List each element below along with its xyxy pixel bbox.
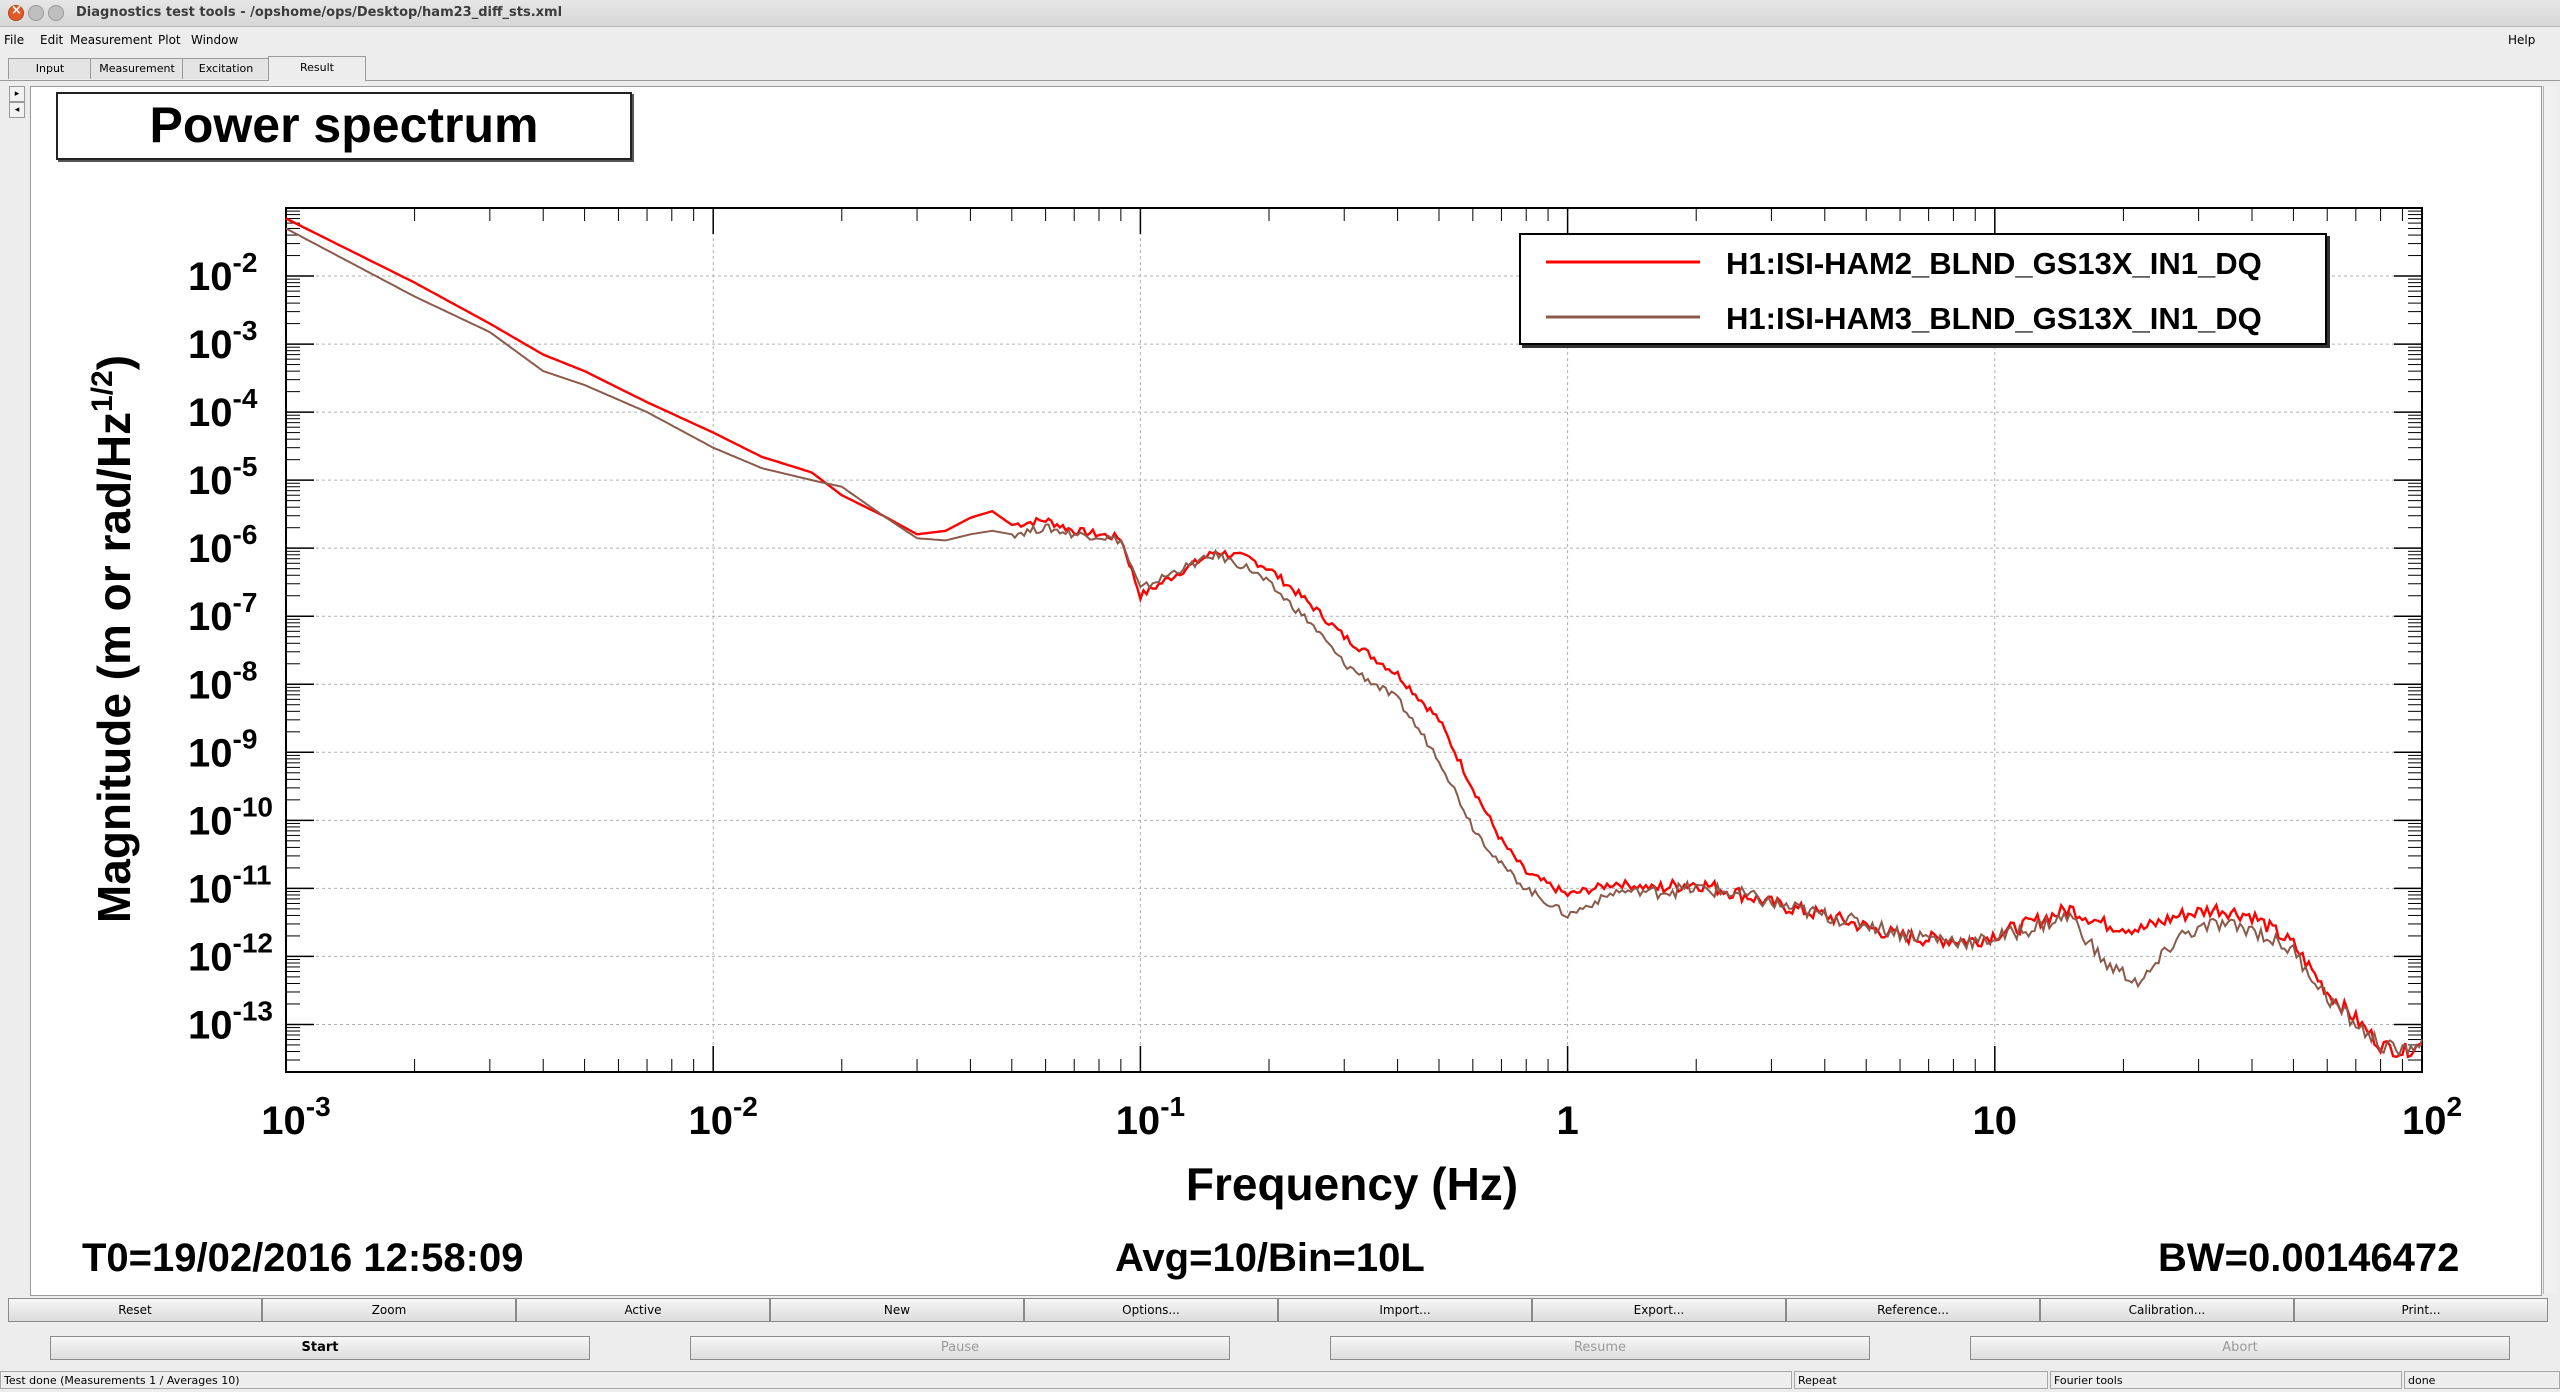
x-tick-labels: 10-3 10-2 10-1 1 10 102	[261, 1091, 2462, 1143]
status-bar: Test done (Measurements 1 / Averages 10)…	[0, 1370, 2560, 1392]
reference-button[interactable]: Reference...	[1786, 1298, 2040, 1322]
scroll-left-icon[interactable]: ◂	[9, 102, 25, 118]
x-tick-label: 10-2	[688, 1091, 757, 1143]
plot-title: Power spectrum	[56, 92, 632, 160]
close-window-button[interactable]	[8, 3, 24, 21]
print-button[interactable]: Print...	[2294, 1298, 2548, 1322]
series-line	[285, 217, 2423, 1059]
x-tick-label: 1	[1556, 1099, 1578, 1143]
menu-edit[interactable]: Edit	[40, 33, 64, 47]
status-repeat: Repeat	[1794, 1371, 2048, 1389]
x-tick-label: 102	[2402, 1091, 2462, 1143]
chart-series	[285, 217, 2423, 1059]
y-tick-label: 10-5	[188, 451, 257, 503]
bw-label: BW=0.00146472	[2158, 1236, 2460, 1280]
y-axis-label: Magnitude (m or rad/Hz1/2)	[86, 355, 140, 923]
vertical-scrollbar[interactable]	[2543, 86, 2558, 1294]
status-state: done	[2404, 1371, 2560, 1389]
y-tick-label: 10-11	[188, 859, 271, 911]
y-tick-label: 10-9	[188, 723, 257, 775]
new-button[interactable]: New	[770, 1298, 1024, 1322]
tab-result[interactable]: Result	[268, 56, 366, 81]
avg-label: Avg=10/Bin=10L	[1115, 1236, 1425, 1280]
plot-frame	[285, 207, 2423, 1073]
menu-plot[interactable]: Plot	[158, 33, 181, 47]
tab-bar: Input Measurement Excitation Result	[0, 54, 2560, 81]
x-tick-label: 10-3	[261, 1091, 330, 1143]
resume-button[interactable]: Resume	[1330, 1336, 1870, 1360]
start-button[interactable]: Start	[50, 1336, 590, 1360]
active-button[interactable]: Active	[516, 1298, 770, 1322]
action-button-row: Reset Zoom Active New Options... Import.…	[8, 1298, 2550, 1322]
chart-legend: H1:ISI-HAM2_BLND_GS13X_IN1_DQ H1:ISI-HAM3…	[1519, 233, 2327, 345]
options-button[interactable]: Options...	[1024, 1298, 1278, 1322]
menu-window[interactable]: Window	[191, 33, 239, 47]
x-tick-label: 10	[1973, 1099, 2018, 1143]
minimize-window-button[interactable]	[28, 5, 44, 21]
status-tool: Fourier tools	[2050, 1371, 2402, 1389]
legend-label: H1:ISI-HAM2_BLND_GS13X_IN1_DQ	[1726, 246, 2262, 281]
y-tick-label: 10-13	[188, 995, 273, 1047]
chart-grid	[286, 208, 2422, 1072]
menu-help[interactable]: Help	[2508, 33, 2536, 47]
legend-label: H1:ISI-HAM3_BLND_GS13X_IN1_DQ	[1726, 301, 2262, 336]
export-button[interactable]: Export...	[1532, 1298, 1786, 1322]
menu-file[interactable]: File	[4, 33, 25, 47]
x-tick-label: 10-1	[1116, 1091, 1185, 1143]
y-tick-label: 10-7	[188, 587, 257, 639]
calibration-button[interactable]: Calibration...	[2040, 1298, 2294, 1322]
zoom-button[interactable]: Zoom	[262, 1298, 516, 1322]
y-tick-labels: 10-2 10-3 10-4 10-5 10-6 10-7 10-8 10-9 10-10 10-…	[188, 247, 273, 1047]
y-tick-label: 10-4	[188, 383, 258, 435]
menu-bar: File Edit Measurement Plot Window Help	[0, 27, 2560, 53]
y-tick-label: 10-3	[188, 315, 257, 367]
menu-measurement[interactable]: Measurement	[70, 33, 153, 47]
import-button[interactable]: Import...	[1278, 1298, 1532, 1322]
x-axis-label: Frequency (Hz)	[1186, 1158, 1518, 1210]
y-tick-label: 10-6	[188, 519, 257, 571]
y-tick-label: 10-10	[188, 791, 273, 843]
run-control-row: Start Pause Resume Abort	[0, 1336, 2560, 1364]
series-line	[285, 227, 2423, 1058]
tab-input[interactable]: Input	[8, 58, 92, 79]
chart-ticks	[285, 208, 2423, 1073]
scroll-right-icon[interactable]: ▸	[9, 86, 25, 102]
pause-button[interactable]: Pause	[690, 1336, 1230, 1360]
y-tick-label: 10-2	[188, 247, 257, 299]
maximize-window-button[interactable]	[48, 5, 64, 21]
t0-label: T0=19/02/2016 12:58:09	[82, 1236, 524, 1280]
tab-excitation[interactable]: Excitation	[182, 58, 270, 79]
y-tick-label: 10-8	[188, 655, 257, 707]
window-titlebar: Diagnostics test tools - /opshome/ops/De…	[0, 0, 2560, 27]
status-message: Test done (Measurements 1 / Averages 10)	[0, 1371, 1792, 1389]
y-tick-label: 10-12	[188, 927, 273, 979]
window-title: Diagnostics test tools - /opshome/ops/De…	[76, 5, 563, 20]
reset-button[interactable]: Reset	[8, 1298, 262, 1322]
tab-measurement[interactable]: Measurement	[90, 58, 184, 79]
abort-button[interactable]: Abort	[1970, 1336, 2510, 1360]
